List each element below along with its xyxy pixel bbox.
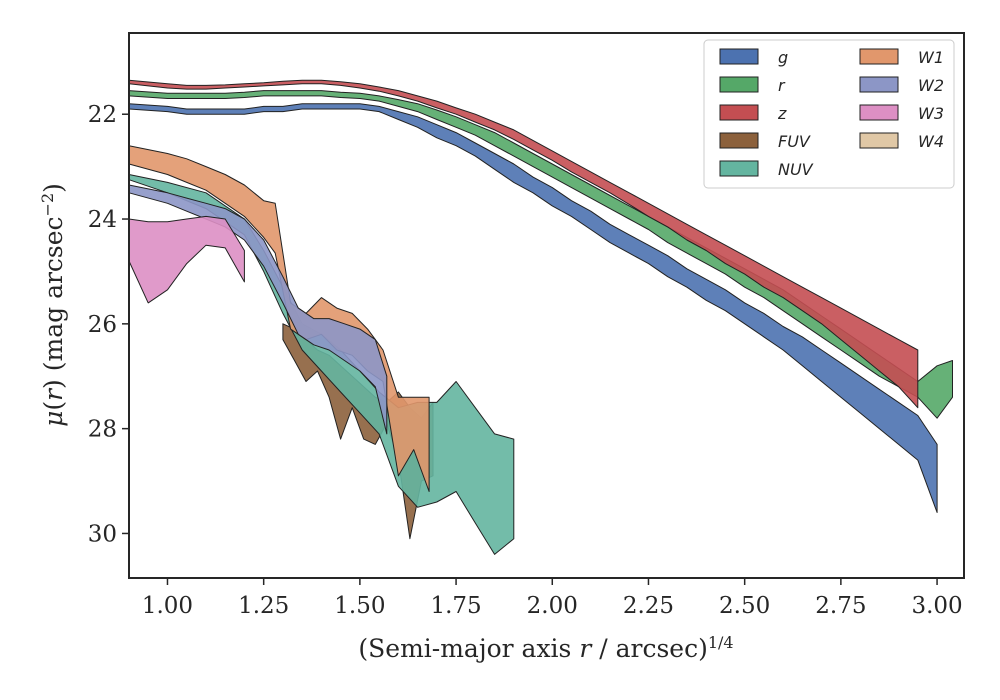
y-tick-label: 30	[88, 521, 117, 547]
x-tick-label: 1.25	[238, 593, 289, 619]
legend-label-w3: W3	[918, 104, 944, 123]
legend: grz FUV NUV W1 W2 W3 W4	[703, 39, 955, 189]
band-w1	[128, 145, 430, 492]
x-tick-label: 1.75	[430, 593, 481, 619]
band-g	[128, 103, 938, 513]
legend-swatch-fuv	[719, 132, 759, 149]
band-w3	[128, 215, 245, 304]
y-axis-ticks: 22 24 26 28 30	[88, 102, 129, 547]
x-tick-label: 2.50	[719, 593, 770, 619]
x-tick-label: 3.00	[911, 593, 962, 619]
bands-group	[128, 79, 953, 555]
y-tick-label: 24	[88, 207, 117, 233]
legend-label-w2: W2	[918, 76, 944, 95]
x-tick-label: 1.50	[334, 593, 385, 619]
legend-swatch-g	[719, 48, 759, 65]
x-tick-label: 2.00	[527, 593, 578, 619]
legend-label-g: g	[778, 48, 788, 67]
legend-label-nuv: NUV	[778, 160, 814, 179]
legend-label-fuv: FUV	[778, 132, 811, 151]
legend-label-r: r	[778, 76, 786, 95]
plot-frame	[128, 32, 965, 579]
y-tick-label: 28	[88, 417, 117, 443]
x-tick-label: 2.25	[623, 593, 674, 619]
band-r	[128, 90, 953, 419]
x-tick-label: 1.00	[142, 593, 193, 619]
legend-swatch-r	[719, 76, 759, 93]
y-axis-title: μ(r) (mag arcsec−2)	[38, 183, 69, 427]
legend-label-w1: W1	[918, 48, 944, 67]
y-tick-label: 26	[88, 312, 117, 338]
legend-label-z: z	[777, 104, 787, 123]
x-tick-label: 2.75	[815, 593, 866, 619]
legend-label-w4: W4	[918, 132, 944, 151]
legend-swatch-z	[719, 104, 759, 121]
y-tick-label: 22	[88, 102, 117, 128]
x-axis-title: (Semi-major axis r / arcsec)1/4	[358, 633, 733, 664]
legend-swatch-w2	[859, 76, 899, 93]
x-axis-ticks: 1.00 1.25 1.50 1.75 2.00 2.25 2.50 2.75 3.00	[142, 578, 963, 619]
legend-swatch-w3	[859, 104, 899, 121]
band-z	[128, 79, 919, 409]
legend-swatch-w4	[859, 132, 899, 149]
legend-swatch-w1	[859, 48, 899, 65]
legend-swatch-nuv	[719, 160, 759, 177]
